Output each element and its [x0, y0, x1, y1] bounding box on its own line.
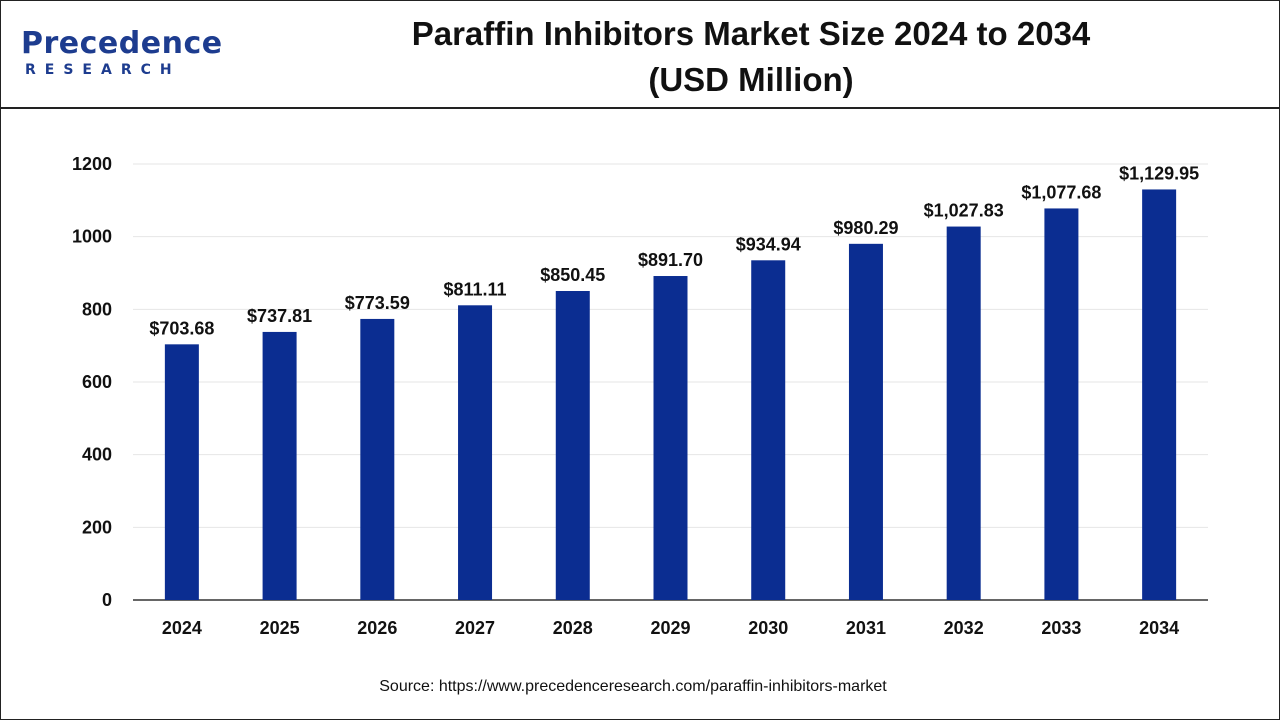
data-label-2030: $934.94 — [736, 234, 801, 254]
x-tick-label: 2024 — [162, 618, 202, 638]
data-label-2026: $773.59 — [345, 293, 410, 313]
data-label-2033: $1,077.68 — [1021, 182, 1101, 202]
data-label-2034: $1,129.95 — [1119, 163, 1199, 183]
y-tick-label: 1200 — [72, 154, 112, 174]
chart-title-line-1: Paraffin Inhibitors Market Size 2024 to … — [411, 15, 1091, 52]
data-label-2024: $703.68 — [149, 318, 214, 338]
bar-2031 — [848, 243, 883, 600]
bar-2032 — [946, 226, 981, 600]
chart-title-line-2: (USD Million) — [648, 61, 854, 98]
bar-2033 — [1044, 208, 1079, 600]
y-tick-label: 400 — [82, 445, 112, 465]
y-tick-label: 200 — [82, 517, 112, 537]
x-tick-label: 2027 — [455, 618, 495, 638]
y-tick-label: 600 — [82, 372, 112, 392]
data-label-2027: $811.11 — [443, 279, 506, 299]
x-tick-label: 2033 — [1041, 618, 1081, 638]
x-tick-label: 2032 — [944, 618, 984, 638]
bar-2027 — [458, 305, 493, 600]
x-tick-label: 2029 — [650, 618, 690, 638]
bar-2025 — [262, 331, 297, 600]
bar-2028 — [555, 291, 590, 600]
bars — [164, 189, 1177, 601]
y-tick-label: 800 — [82, 299, 112, 319]
axes: 0 200 400 600 800 1000 1200 2024 2025 2026 2027 202… — [72, 154, 1208, 638]
y-tick-label: 1000 — [72, 227, 112, 247]
chart-title: Paraffin Inhibitors Market Size 2024 to … — [301, 11, 1201, 103]
source-note: Source: https://www.precedenceresearch.c… — [379, 678, 887, 695]
data-label-2028: $850.45 — [540, 265, 605, 285]
bar-2034 — [1142, 189, 1177, 601]
data-label-2032: $1,027.83 — [924, 201, 1004, 221]
data-label-2029: $891.70 — [638, 250, 703, 270]
bar-2024 — [164, 344, 199, 600]
logo-wordmark: Precedence — [21, 26, 223, 61]
x-tick-label: 2025 — [260, 618, 300, 638]
x-tick-label: 2034 — [1139, 618, 1179, 638]
logo-subtitle: RESEARCH — [25, 62, 181, 78]
bar-2026 — [360, 318, 395, 600]
header: Precedence RESEARCH Paraffin Inhibitors … — [1, 1, 1279, 109]
x-tick-label: 2028 — [553, 618, 593, 638]
data-label-2031: $980.29 — [833, 218, 898, 238]
logo: Precedence RESEARCH — [21, 26, 223, 87]
bar-2030 — [751, 260, 786, 600]
x-tick-label: 2031 — [846, 618, 886, 638]
x-tick-label: 2026 — [357, 618, 397, 638]
y-tick-label: 0 — [102, 590, 112, 610]
x-tick-label: 2030 — [748, 618, 788, 638]
bar-2029 — [653, 276, 688, 600]
data-labels: $703.68 $737.81 $773.59 $811.11 $850.45 $891.… — [149, 163, 1199, 338]
data-label-2025: $737.81 — [247, 306, 312, 326]
